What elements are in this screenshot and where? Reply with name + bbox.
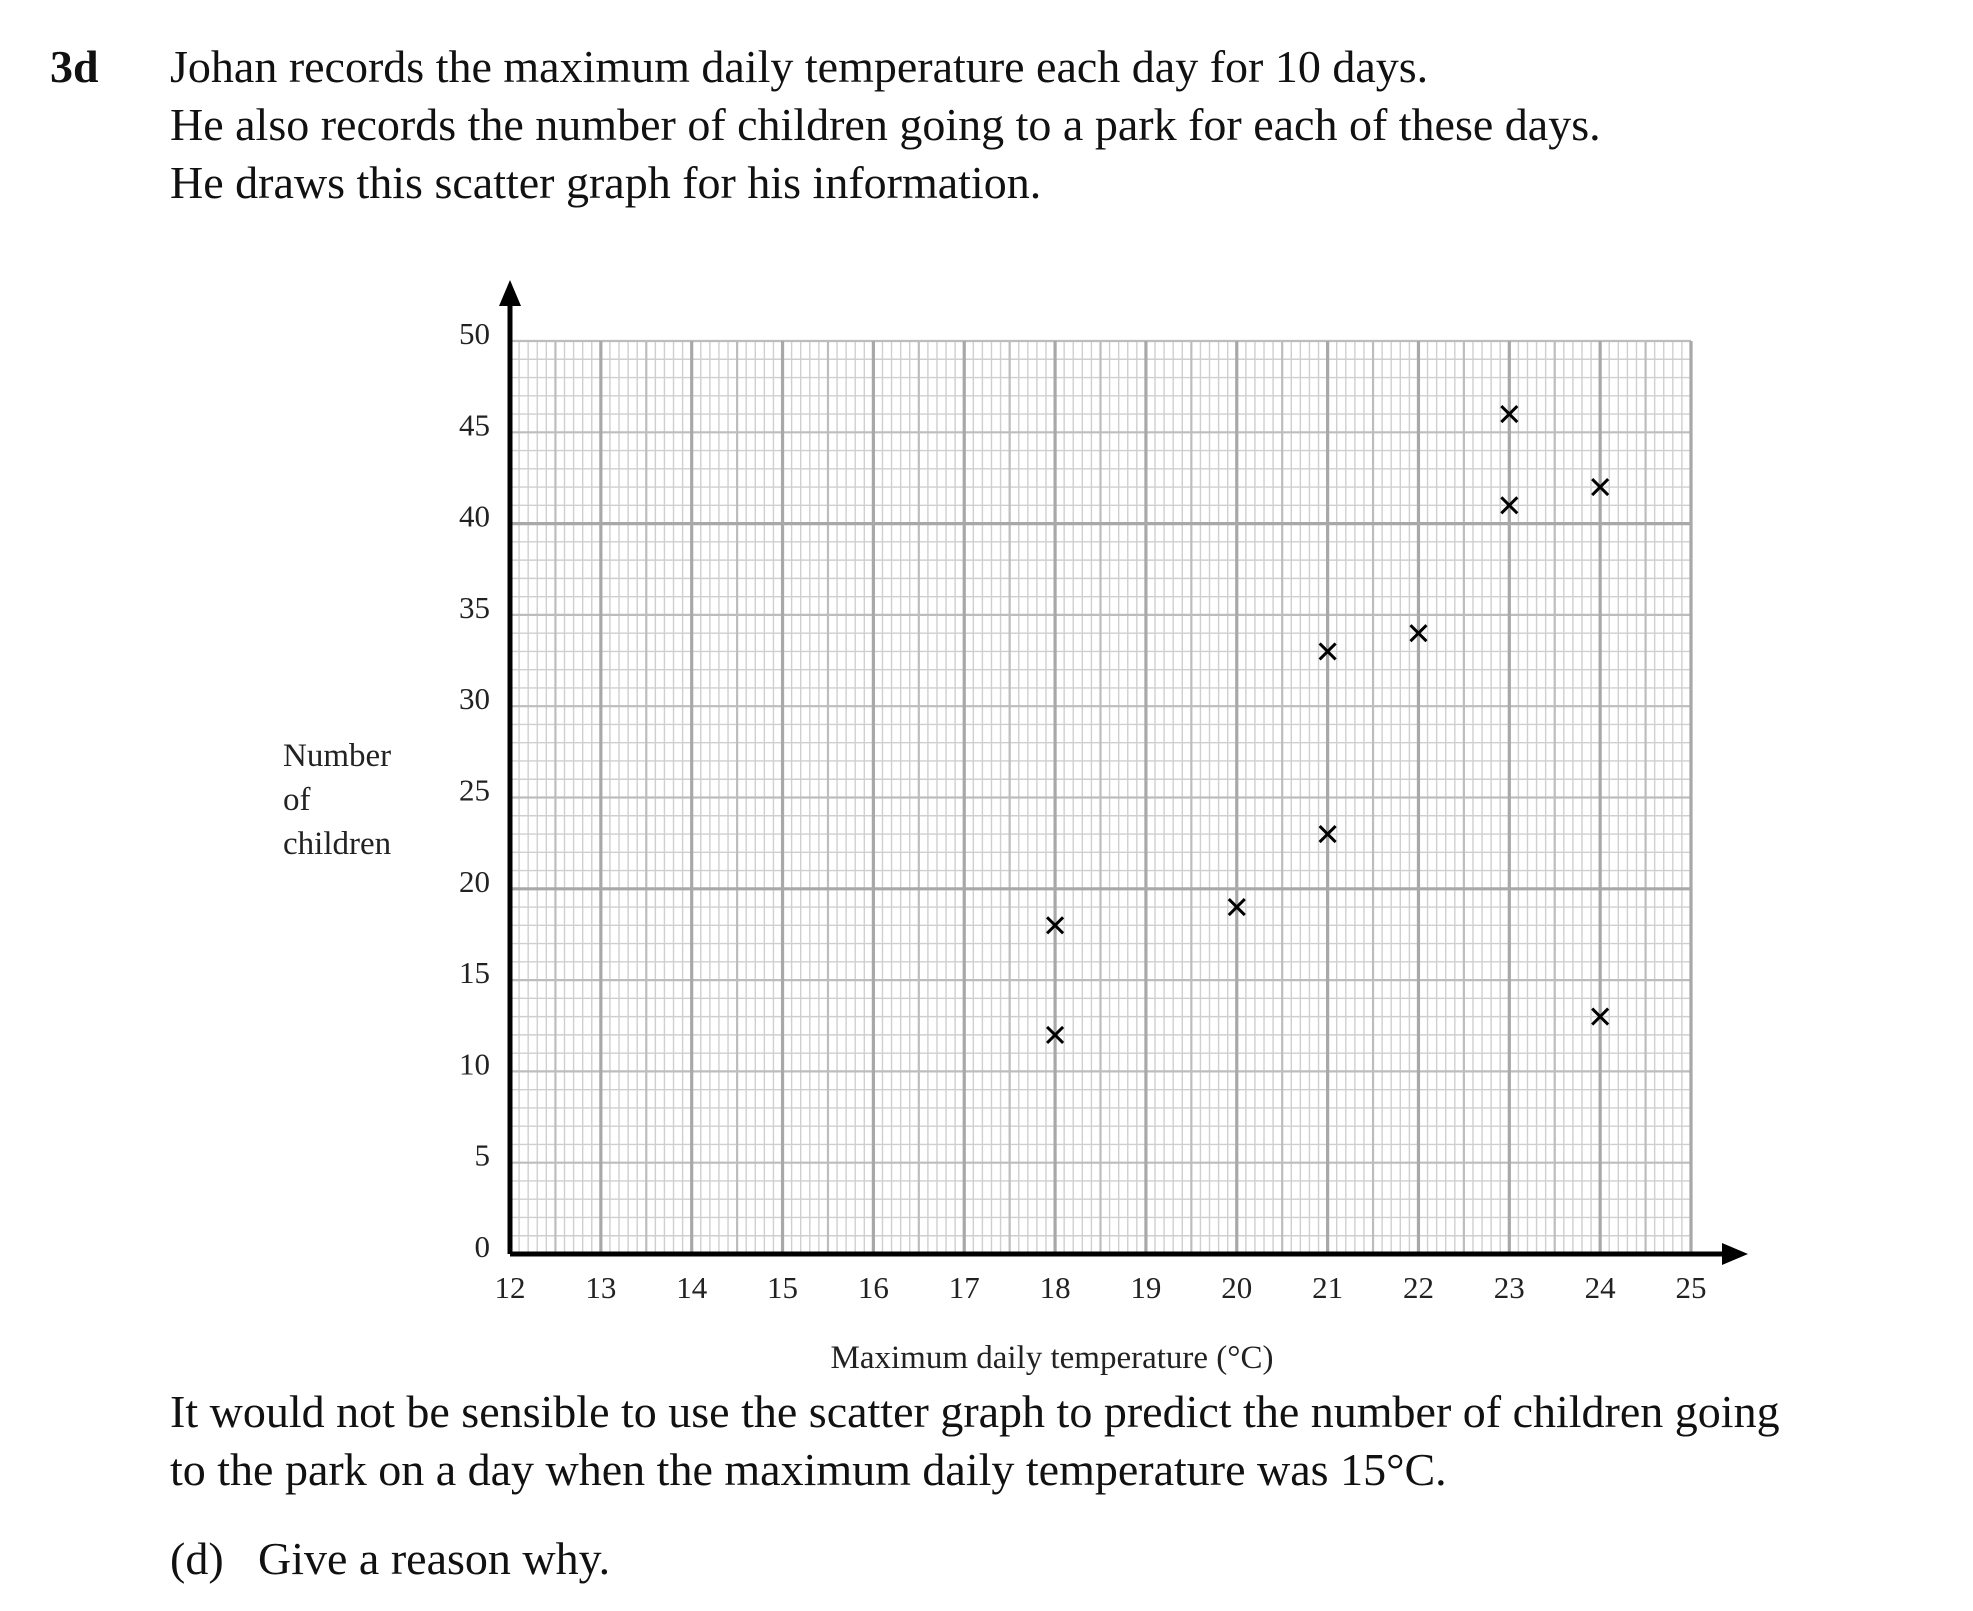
- x-tick-labels: 12 13 14 15 16 17 18 19 20 21 22 23 24 25: [495, 1270, 1707, 1305]
- data-point: [1500, 496, 1519, 515]
- part-text: Give a reason why.: [258, 1533, 611, 1584]
- axes: [499, 280, 1748, 1265]
- x-tick-label: 23: [1494, 1270, 1525, 1305]
- x-tick-label: 22: [1403, 1270, 1434, 1305]
- intro-line: Johan records the maximum daily temperat…: [170, 41, 1429, 92]
- x-tick-label: 21: [1312, 1270, 1343, 1305]
- part-label: (d): [170, 1533, 224, 1584]
- x-tick-label: 19: [1130, 1270, 1161, 1305]
- data-point: [1318, 642, 1337, 661]
- x-axis-arrow: [1722, 1243, 1748, 1265]
- data-point: [1046, 916, 1065, 935]
- y-axis-label-line: Number: [283, 738, 391, 774]
- y-tick-label: 5: [475, 1138, 491, 1173]
- grid-mid-lines: [510, 339, 1691, 1254]
- data-point-stroke: [1046, 916, 1065, 935]
- x-axis-label: Maximum daily temperature (°C): [831, 1340, 1274, 1376]
- data-point-stroke: [1409, 624, 1428, 643]
- y-tick-label: 25: [459, 773, 490, 808]
- data-point-stroke: [1318, 824, 1337, 844]
- x-tick-label: 25: [1676, 1270, 1707, 1305]
- data-point-stroke: [1591, 478, 1610, 497]
- x-tick-label: 17: [949, 1270, 980, 1305]
- data-points: [1046, 404, 1610, 1044]
- y-tick-label: 15: [459, 955, 490, 990]
- x-tick-label: 18: [1040, 1270, 1071, 1305]
- data-point: [1591, 478, 1610, 497]
- intro-line: He also records the number of children g…: [170, 99, 1601, 150]
- y-tick-label: 35: [459, 590, 490, 625]
- data-point: [1227, 897, 1246, 917]
- question-outro: It would not be sensible to use the scat…: [170, 1383, 1780, 1499]
- y-tick-label: 40: [459, 499, 490, 534]
- question-number: 3d: [50, 41, 99, 92]
- x-tick-label: 20: [1221, 1270, 1252, 1305]
- data-point: [1591, 1007, 1610, 1026]
- y-tick-label: 10: [459, 1046, 490, 1081]
- data-point: [1409, 624, 1428, 643]
- y-tick-label: 45: [459, 407, 490, 442]
- scatter-graph: 12 13 14 15 16 17 18 19 20 21 22 23 24 25 0 5 10 15 20 25 3…: [283, 280, 1748, 1376]
- y-axis-label-line: of: [283, 782, 311, 818]
- y-axis-label: Number of children: [283, 738, 391, 862]
- data-point-stroke: [1318, 642, 1337, 661]
- x-tick-label: 12: [495, 1270, 526, 1305]
- data-point: [1318, 824, 1337, 844]
- y-axis-label-line: children: [283, 826, 391, 862]
- data-point-stroke: [1591, 1007, 1610, 1026]
- y-tick-label: 50: [459, 316, 490, 351]
- y-tick-labels: 0 5 10 15 20 25 30 35 40 45 50: [459, 316, 490, 1264]
- x-tick-label: 16: [858, 1270, 889, 1305]
- y-tick-label: 20: [459, 864, 490, 899]
- y-axis-arrow: [499, 280, 521, 306]
- x-tick-label: 13: [585, 1270, 616, 1305]
- question-intro: Johan records the maximum daily temperat…: [170, 38, 1601, 212]
- data-point-stroke: [1500, 496, 1519, 515]
- data-point-stroke: [1046, 1025, 1065, 1044]
- outro-line: It would not be sensible to use the scat…: [170, 1386, 1780, 1437]
- x-tick-label: 14: [676, 1270, 708, 1305]
- data-point: [1500, 404, 1519, 424]
- data-point: [1046, 1025, 1065, 1044]
- y-tick-label: 30: [459, 681, 490, 716]
- intro-line: He draws this scatter graph for his info…: [170, 157, 1042, 208]
- x-tick-label: 24: [1585, 1270, 1617, 1305]
- data-point-stroke: [1227, 897, 1246, 917]
- y-tick-label: 0: [475, 1229, 491, 1264]
- outro-line: to the park on a day when the maximum da…: [170, 1444, 1447, 1495]
- x-tick-label: 15: [767, 1270, 798, 1305]
- question-part: (d) Give a reason why.: [170, 1530, 610, 1588]
- data-point-stroke: [1500, 404, 1519, 424]
